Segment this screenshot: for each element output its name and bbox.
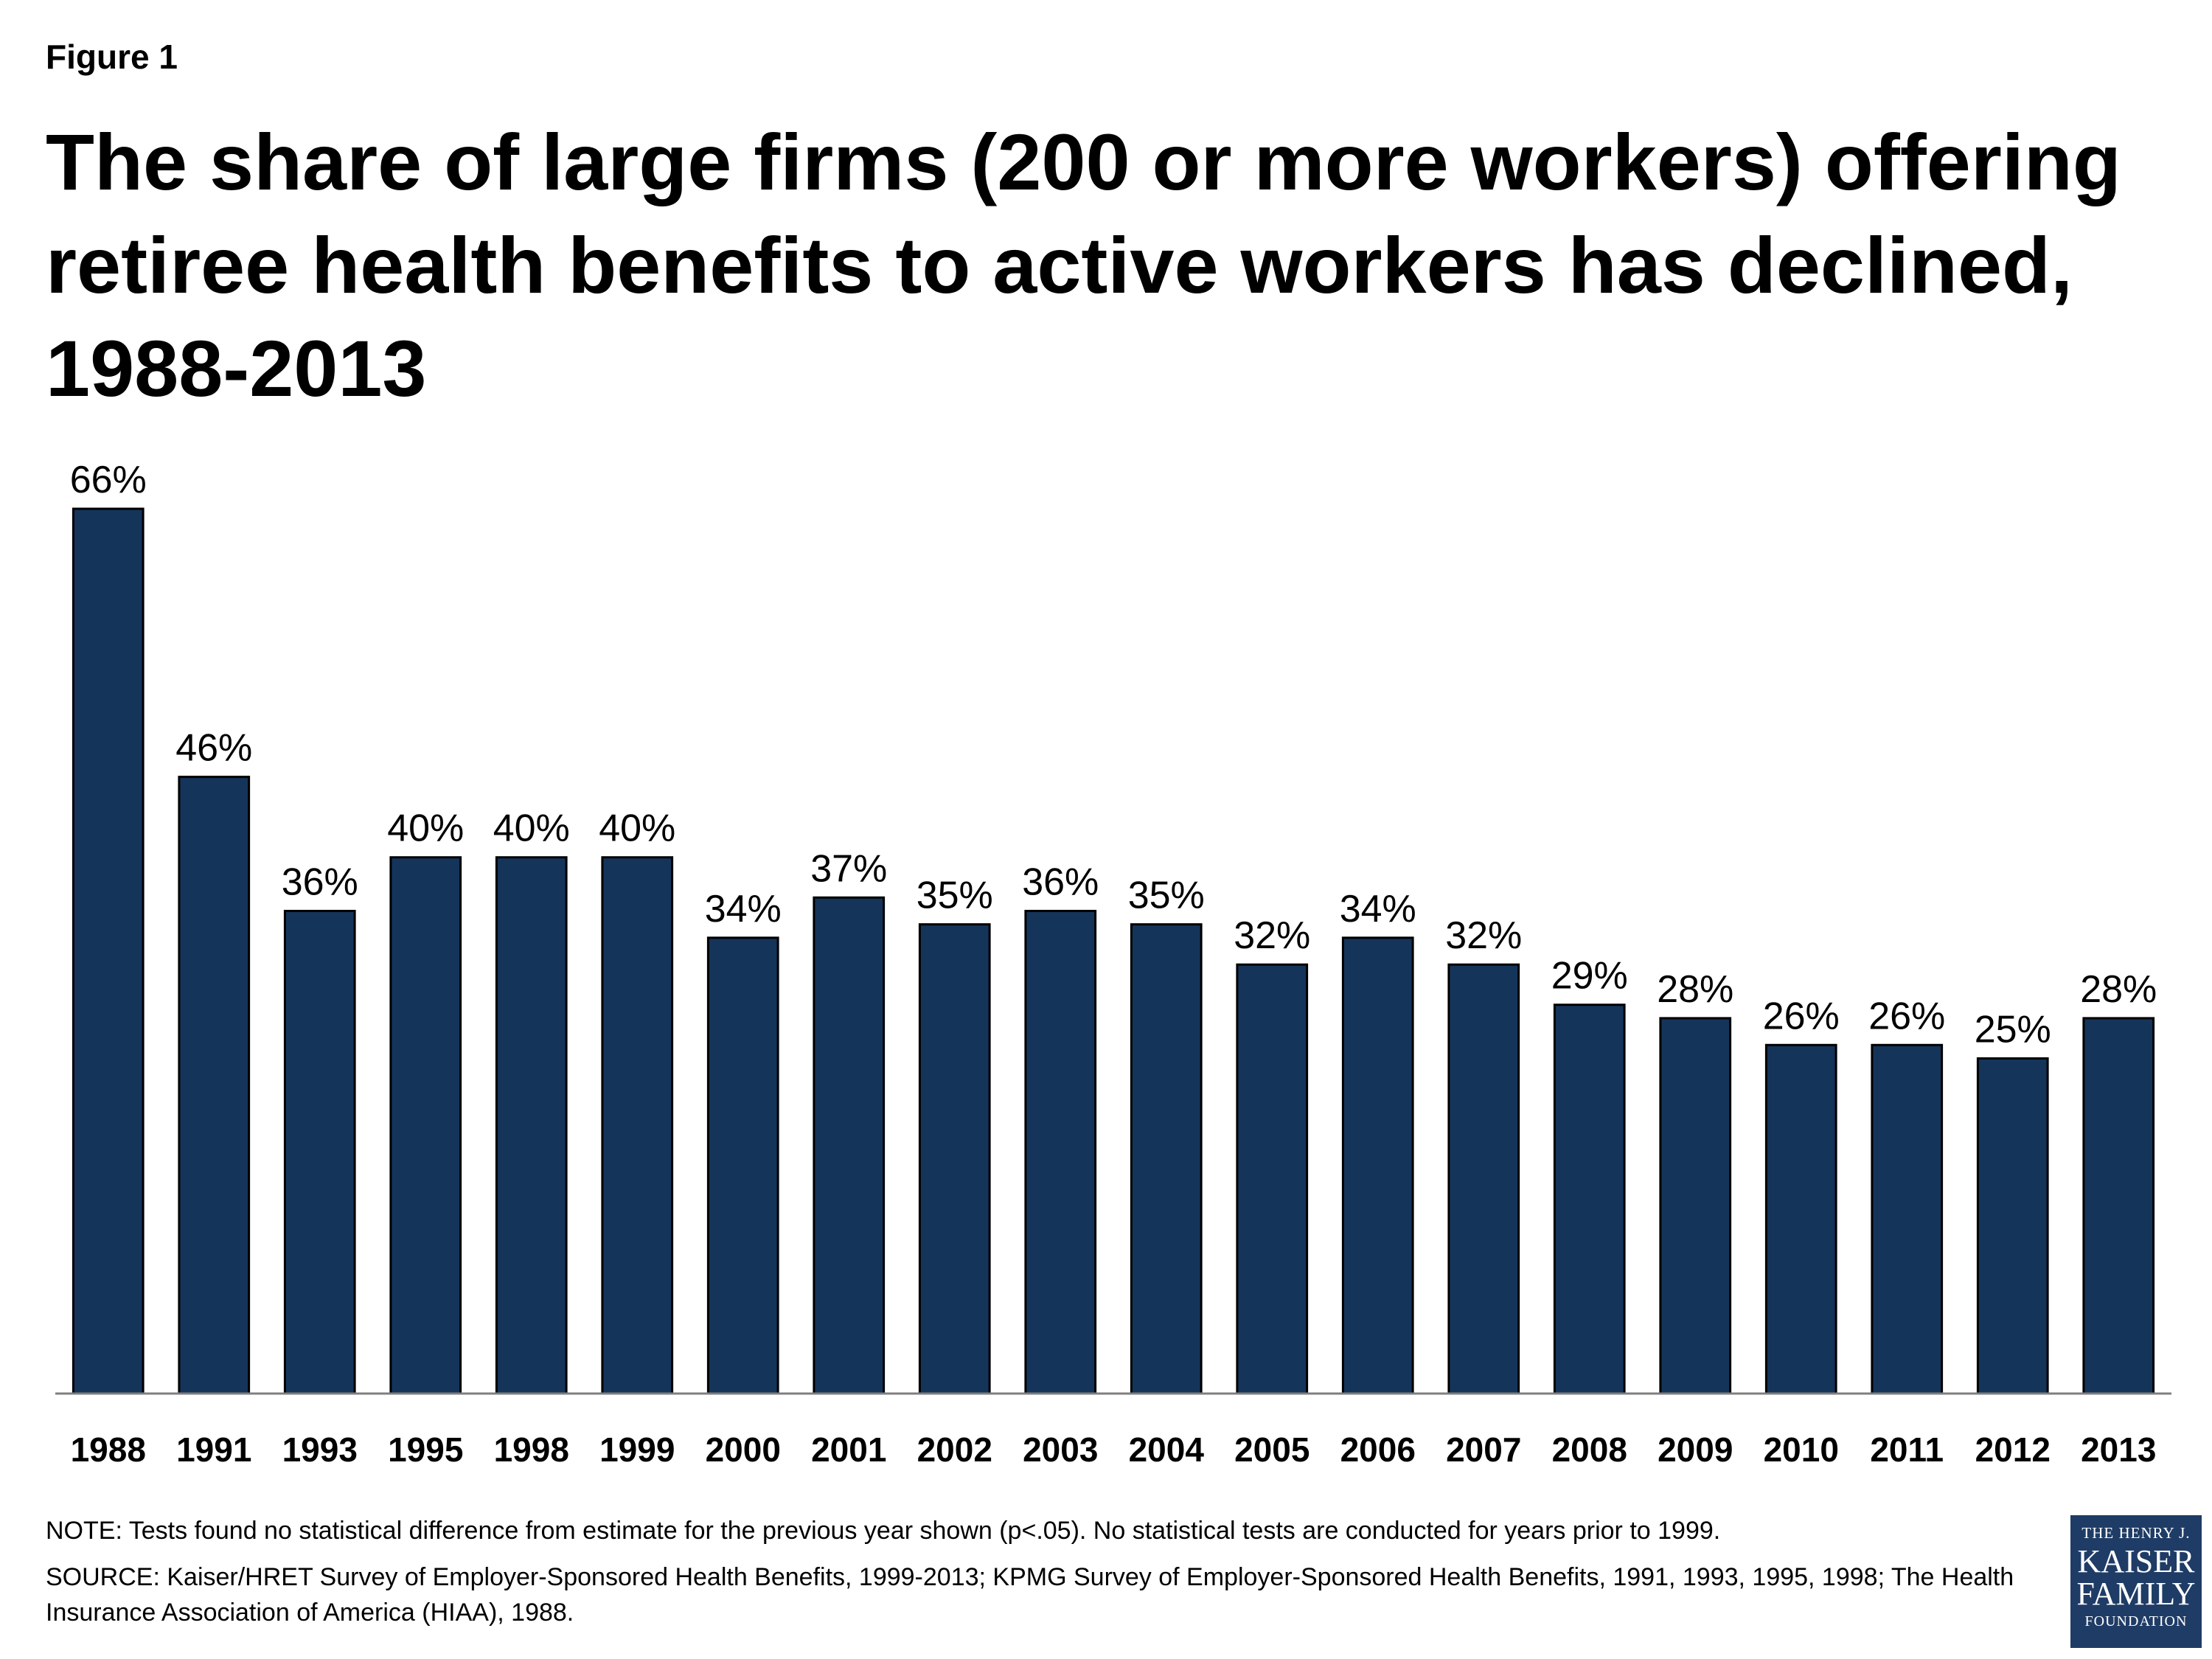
category-label-2006: 2006 [1340,1430,1416,1469]
value-label-2008: 29% [1551,955,1628,998]
bar-1995 [389,856,462,1395]
bar-2011 [1871,1043,1944,1395]
chart-title: The share of large firms (200 or more wo… [46,117,2121,413]
bar-chart: 66% 46% 36% 40% 40% 40% 34% 37% 35% 36% 35% 32% 34% 3… [55,459,2171,1469]
bar-1993 [283,909,356,1395]
chart-source: SOURCE: Kaiser/HRET Survey of Employer-S… [46,1563,2014,1627]
bar-2008 [1553,1004,1626,1395]
category-label-1999: 1999 [599,1430,675,1469]
value-label-2007: 32% [1445,914,1522,957]
value-label-2011: 26% [1868,995,1945,1037]
category-label-2012: 2012 [1975,1430,2051,1469]
bar-2004 [1130,923,1203,1395]
category-label-2000: 2000 [706,1430,781,1469]
bar-2003 [1024,909,1097,1395]
value-label-2003: 36% [1022,860,1099,903]
chart-note: NOTE: Tests found no statistical differe… [46,1517,1721,1545]
value-label-1998: 40% [493,807,570,850]
category-label-2010: 2010 [1764,1430,1839,1469]
bar-2010 [1764,1043,1837,1395]
logo-line-4: FOUNDATION [2084,1613,2188,1630]
category-label-2001: 2001 [811,1430,886,1469]
bar-2007 [1447,963,1520,1395]
bar-2009 [1659,1017,1732,1395]
bar-2000 [706,936,779,1395]
value-labels-group: 66% 46% 36% 40% 40% 40% 34% 37% 35% 36% 35% 32% 34% 3… [70,459,2157,1051]
category-label-2005: 2005 [1234,1430,1310,1469]
category-label-1988: 1988 [71,1430,146,1469]
category-label-2011: 2011 [1870,1430,1944,1469]
value-label-2001: 37% [810,847,887,890]
category-label-2004: 2004 [1129,1430,1205,1469]
category-label-2009: 2009 [1658,1430,1733,1469]
category-label-2007: 2007 [1446,1430,1521,1469]
bar-2002 [918,923,991,1395]
value-label-1995: 40% [387,807,464,850]
value-label-2006: 34% [1340,888,1416,931]
category-label-2013: 2013 [2081,1430,2156,1469]
value-label-2009: 28% [1657,968,1733,1011]
value-label-1988: 66% [70,459,147,501]
value-label-2002: 35% [917,874,993,917]
logo-line-1: THE HENRY J. [2081,1524,2191,1542]
value-label-2010: 26% [1763,995,1840,1037]
category-label-1998: 1998 [494,1430,569,1469]
logo-line-2: KAISER [2077,1543,2195,1579]
category-label-2003: 2003 [1023,1430,1098,1469]
category-label-1993: 1993 [282,1430,358,1469]
value-label-2004: 35% [1128,874,1205,917]
bar-2012 [1976,1057,2049,1395]
figure-label: Figure 1 [46,38,178,76]
value-label-2005: 32% [1234,914,1310,957]
bar-1991 [178,776,251,1395]
logo-line-3: FAMILY [2076,1576,2196,1612]
bar-2006 [1341,936,1414,1395]
value-label-2013: 28% [2080,968,2157,1011]
category-label-2002: 2002 [917,1430,992,1469]
bar-2005 [1236,963,1309,1395]
value-label-1991: 46% [175,727,252,770]
bar-1998 [495,856,568,1395]
bar-1988 [72,507,145,1395]
value-label-2012: 25% [1975,1008,2051,1051]
value-label-1999: 40% [599,807,675,850]
bars-group [72,507,2155,1395]
category-labels-group: 1988 1991 1993 1995 1998 1999 2000 2001 2002 2003… [71,1430,2157,1469]
bar-2001 [813,896,886,1395]
bar-1999 [601,856,674,1395]
category-label-2008: 2008 [1552,1430,1627,1469]
value-label-1993: 36% [282,860,358,903]
category-label-1995: 1995 [388,1430,463,1469]
kff-logo: THE HENRY J. KAISER FAMILY FOUNDATION [2070,1515,2202,1648]
category-label-1991: 1991 [176,1430,251,1469]
value-label-2000: 34% [705,888,782,931]
bar-2013 [2082,1017,2155,1395]
